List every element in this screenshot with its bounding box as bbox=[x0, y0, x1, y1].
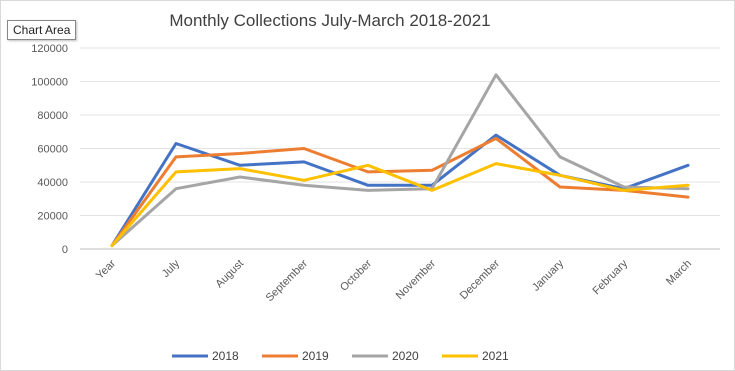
chart-area-tooltip: Chart Area bbox=[7, 20, 77, 40]
chart-title: Monthly Collections July-March 2018-2021 bbox=[169, 11, 490, 30]
legend[interactable]: 2018 2019 2020 2021 bbox=[172, 349, 509, 363]
legend-item-2019[interactable]: 2019 bbox=[262, 349, 329, 363]
x-tick-label: July bbox=[160, 257, 183, 280]
legend-label: 2020 bbox=[392, 349, 419, 363]
y-tick-label: 120000 bbox=[31, 43, 68, 55]
x-tick-label: Year bbox=[94, 257, 118, 281]
x-tick-label: August bbox=[213, 258, 246, 291]
x-tick-label: October bbox=[338, 257, 374, 293]
series-line-2020[interactable] bbox=[110, 73, 690, 248]
y-tick-label: 80000 bbox=[37, 110, 68, 122]
y-axis-ticks: 0 20000 40000 60000 80000 100000 120000 bbox=[31, 43, 68, 256]
x-tick-label: December bbox=[458, 257, 503, 302]
x-axis-ticks: Year July August September October November De… bbox=[94, 257, 694, 304]
y-tick-label: 40000 bbox=[37, 177, 68, 189]
legend-label: 2021 bbox=[482, 349, 509, 363]
x-tick-label: January bbox=[530, 257, 567, 294]
series-lines bbox=[110, 73, 690, 248]
legend-item-2021[interactable]: 2021 bbox=[442, 349, 509, 363]
y-tick-label: 20000 bbox=[37, 211, 68, 223]
series-line-2021[interactable] bbox=[110, 162, 690, 248]
legend-item-2020[interactable]: 2020 bbox=[352, 349, 419, 363]
x-tick-label: September bbox=[264, 257, 311, 304]
x-tick-label: February bbox=[591, 257, 631, 297]
y-tick-label: 0 bbox=[62, 244, 68, 256]
legend-label: 2018 bbox=[212, 349, 239, 363]
legend-label: 2019 bbox=[302, 349, 329, 363]
x-tick-label: March bbox=[664, 258, 694, 288]
series-line-2019[interactable] bbox=[110, 136, 690, 248]
y-tick-label: 60000 bbox=[37, 144, 68, 156]
legend-item-2018[interactable]: 2018 bbox=[172, 349, 239, 363]
y-tick-label: 100000 bbox=[31, 77, 68, 89]
gridlines bbox=[80, 47, 720, 250]
x-tick-label: November bbox=[394, 257, 439, 302]
